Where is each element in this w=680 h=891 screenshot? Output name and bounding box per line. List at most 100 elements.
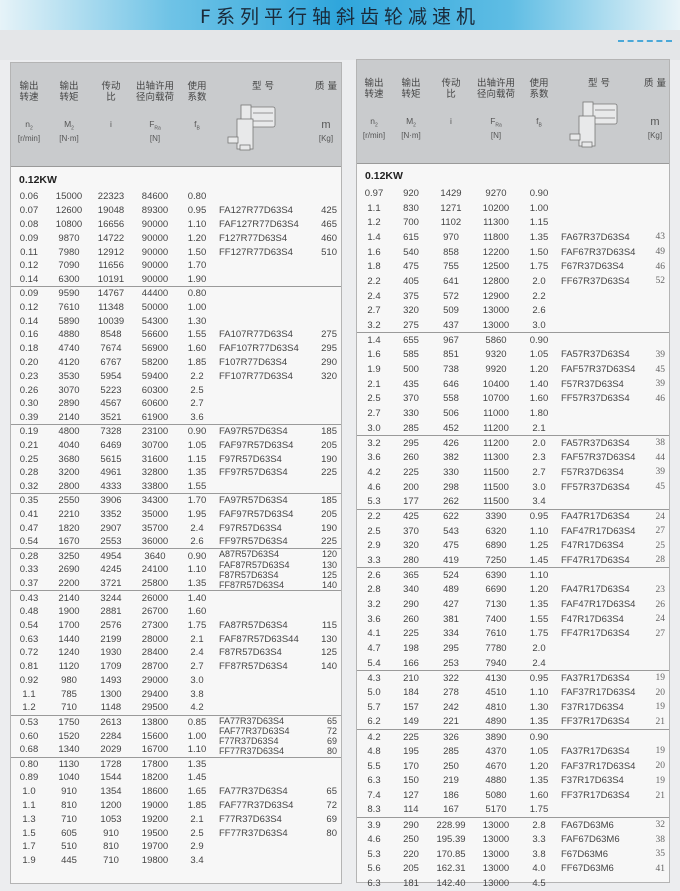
radial-load-cell: 13000 (471, 817, 521, 833)
output-torque-cell: 700 (403, 217, 419, 229)
model-cell (215, 605, 311, 619)
output-speed-cell: 2.1 (367, 378, 381, 390)
output-torque-cell: 1240 (58, 647, 80, 659)
service-factor-cell: 1.20 (529, 760, 549, 772)
model-cell: F47R17D63S4 (561, 613, 624, 625)
table-row: 5.4 166 253 7940 2.4 (357, 656, 669, 671)
output-torque-cell: 910 (61, 786, 77, 798)
model-cell: FAF67R37D63S4 (561, 246, 636, 258)
mass-cell: 28 (655, 555, 666, 566)
table-row: 4.6 200 298 11500 3.0 FF57R37D63S4 45 (357, 480, 669, 495)
table-row: 2.1 435 646 10400 1.40 F57R37D63S4 39 (357, 377, 669, 392)
mass-cell: 425 (321, 205, 337, 217)
radial-load-cell: 4370 (485, 745, 507, 757)
radial-load-cell: 30700 (141, 439, 169, 451)
model-cell (557, 641, 641, 656)
output-speed-cell: 0.14 (19, 315, 39, 327)
model-cell: FA87R57D63S4 (219, 619, 288, 631)
service-factor-cell: 1.10 (187, 218, 207, 230)
service-factor-cell: 2.4 (532, 657, 546, 669)
model-cell: F47R17D63S4 (561, 540, 624, 552)
model-cell: FF67D63M6 (561, 863, 614, 875)
column-unit: [r/min] (362, 131, 386, 140)
service-factor-cell: 1.35 (187, 467, 207, 479)
radial-load-cell: 7130 (485, 599, 507, 611)
service-factor-cell: 2.9 (190, 841, 204, 853)
table-row: 1.7 510 810 19700 2.9 (11, 840, 341, 854)
column-symbol-letter: n (370, 116, 375, 126)
table-row: 7.4 127 186 5080 1.60 FF37R17D63S4 21 (357, 788, 669, 803)
ratio-cell: 4333 (100, 480, 122, 492)
output-speed-cell: 1.8 (367, 261, 381, 273)
output-speed-cell: 0.53 (11, 714, 47, 730)
service-factor-cell: 2.0 (532, 643, 546, 655)
service-factor-cell: 1.55 (529, 613, 549, 625)
radial-load-cell: 4130 (471, 670, 521, 686)
output-speed-cell: 4.3 (357, 670, 391, 686)
radial-load-cell: 11500 (483, 466, 509, 478)
output-speed-cell: 0.11 (20, 246, 38, 258)
service-factor-cell: 2.8 (521, 817, 557, 833)
table-row: 5.3 220 170.85 13000 3.8 F67D63M6 35 (357, 847, 669, 862)
radial-load-cell: 3890 (471, 728, 521, 745)
service-factor-cell: 2.5 (190, 384, 204, 396)
output-torque-cell: 2210 (58, 508, 80, 520)
model-cell (215, 411, 311, 425)
mass-cell (641, 186, 669, 201)
output-torque-cell: 320 (403, 540, 419, 552)
output-torque-cell: 200 (403, 481, 419, 493)
model-cell (557, 289, 641, 304)
model-cell (215, 590, 311, 605)
radial-load-cell: 58200 (141, 356, 169, 368)
ratio-cell: 22323 (97, 191, 125, 203)
output-torque-cell: 980 (61, 675, 77, 687)
mass-cell (641, 641, 669, 656)
output-torque-cell: 1040 (58, 772, 80, 784)
output-speed-cell: 4.8 (367, 745, 381, 757)
ratio-cell: 186 (443, 790, 459, 802)
service-factor-cell: 1.30 (529, 701, 549, 713)
mass-cell: 20 (655, 761, 666, 772)
model-cell: F67D63M6 (561, 848, 608, 860)
mass-value: 120 (321, 549, 337, 560)
service-factor-cell: 1.35 (529, 775, 549, 787)
ratio-cell: 11348 (98, 301, 124, 313)
model-cell: F127R77D63S4 (219, 232, 288, 244)
output-speed-cell: 0.37 (19, 578, 39, 590)
ratio-cell: 1544 (100, 772, 122, 784)
output-speed-cell: 0.25 (19, 453, 39, 465)
service-factor-cell: 1.60 (529, 790, 549, 802)
radial-load-cell: 24100 (141, 564, 169, 576)
ratio-cell: 1354 (100, 786, 122, 798)
ratio-cell: 967 (431, 332, 471, 348)
output-torque-cell: 3680 (58, 453, 80, 465)
service-factor-cell: 2.1 (190, 633, 204, 645)
table-row: 1.6 585 851 9320 1.05 FA57R37D63S4 39 (357, 348, 669, 363)
output-torque-cell: 585 (403, 349, 419, 361)
output-torque-cell: 510 (61, 841, 77, 853)
ratio-cell: 6469 (100, 439, 122, 451)
ratio-cell: 3352 (100, 508, 122, 520)
mass-value: 125 (321, 569, 337, 580)
output-torque-cell: 3250 (47, 548, 91, 563)
output-speed-cell: 1.0 (22, 786, 36, 798)
column-header-label: 出轴许用 径向载荷 (135, 81, 174, 103)
radial-load-cell: 7940 (485, 657, 507, 669)
ratio-cell: 2613 (91, 714, 131, 730)
table-row: 3.3 280 419 7250 1.45 FF47R17D63S4 28 (357, 553, 669, 568)
model-cell (557, 803, 641, 818)
mass-cell (641, 421, 669, 436)
output-torque-cell: 5890 (58, 315, 80, 327)
model-cell (215, 286, 311, 301)
ratio-cell: 16656 (97, 218, 125, 230)
table-row: 0.16 4880 8548 56600 1.55 FA107R77D63S4 275 (11, 328, 341, 342)
service-factor-cell: 1.35 (179, 756, 215, 772)
table-row: 0.60 1520 2284 15600 1.00 (11, 729, 341, 743)
output-speed-cell: 0.60 (19, 730, 39, 742)
ratio-cell: 2199 (100, 633, 122, 645)
output-torque-cell: 1520 (58, 730, 80, 742)
output-torque-cell: 375 (403, 290, 419, 302)
table-row: 2.2 425 622 3390 0.95 FA47R17D63S4 24 (357, 508, 669, 524)
model-cell: FA97R57D63S4 (215, 424, 311, 439)
model-cell: FF57R37D63S4 (561, 393, 630, 405)
